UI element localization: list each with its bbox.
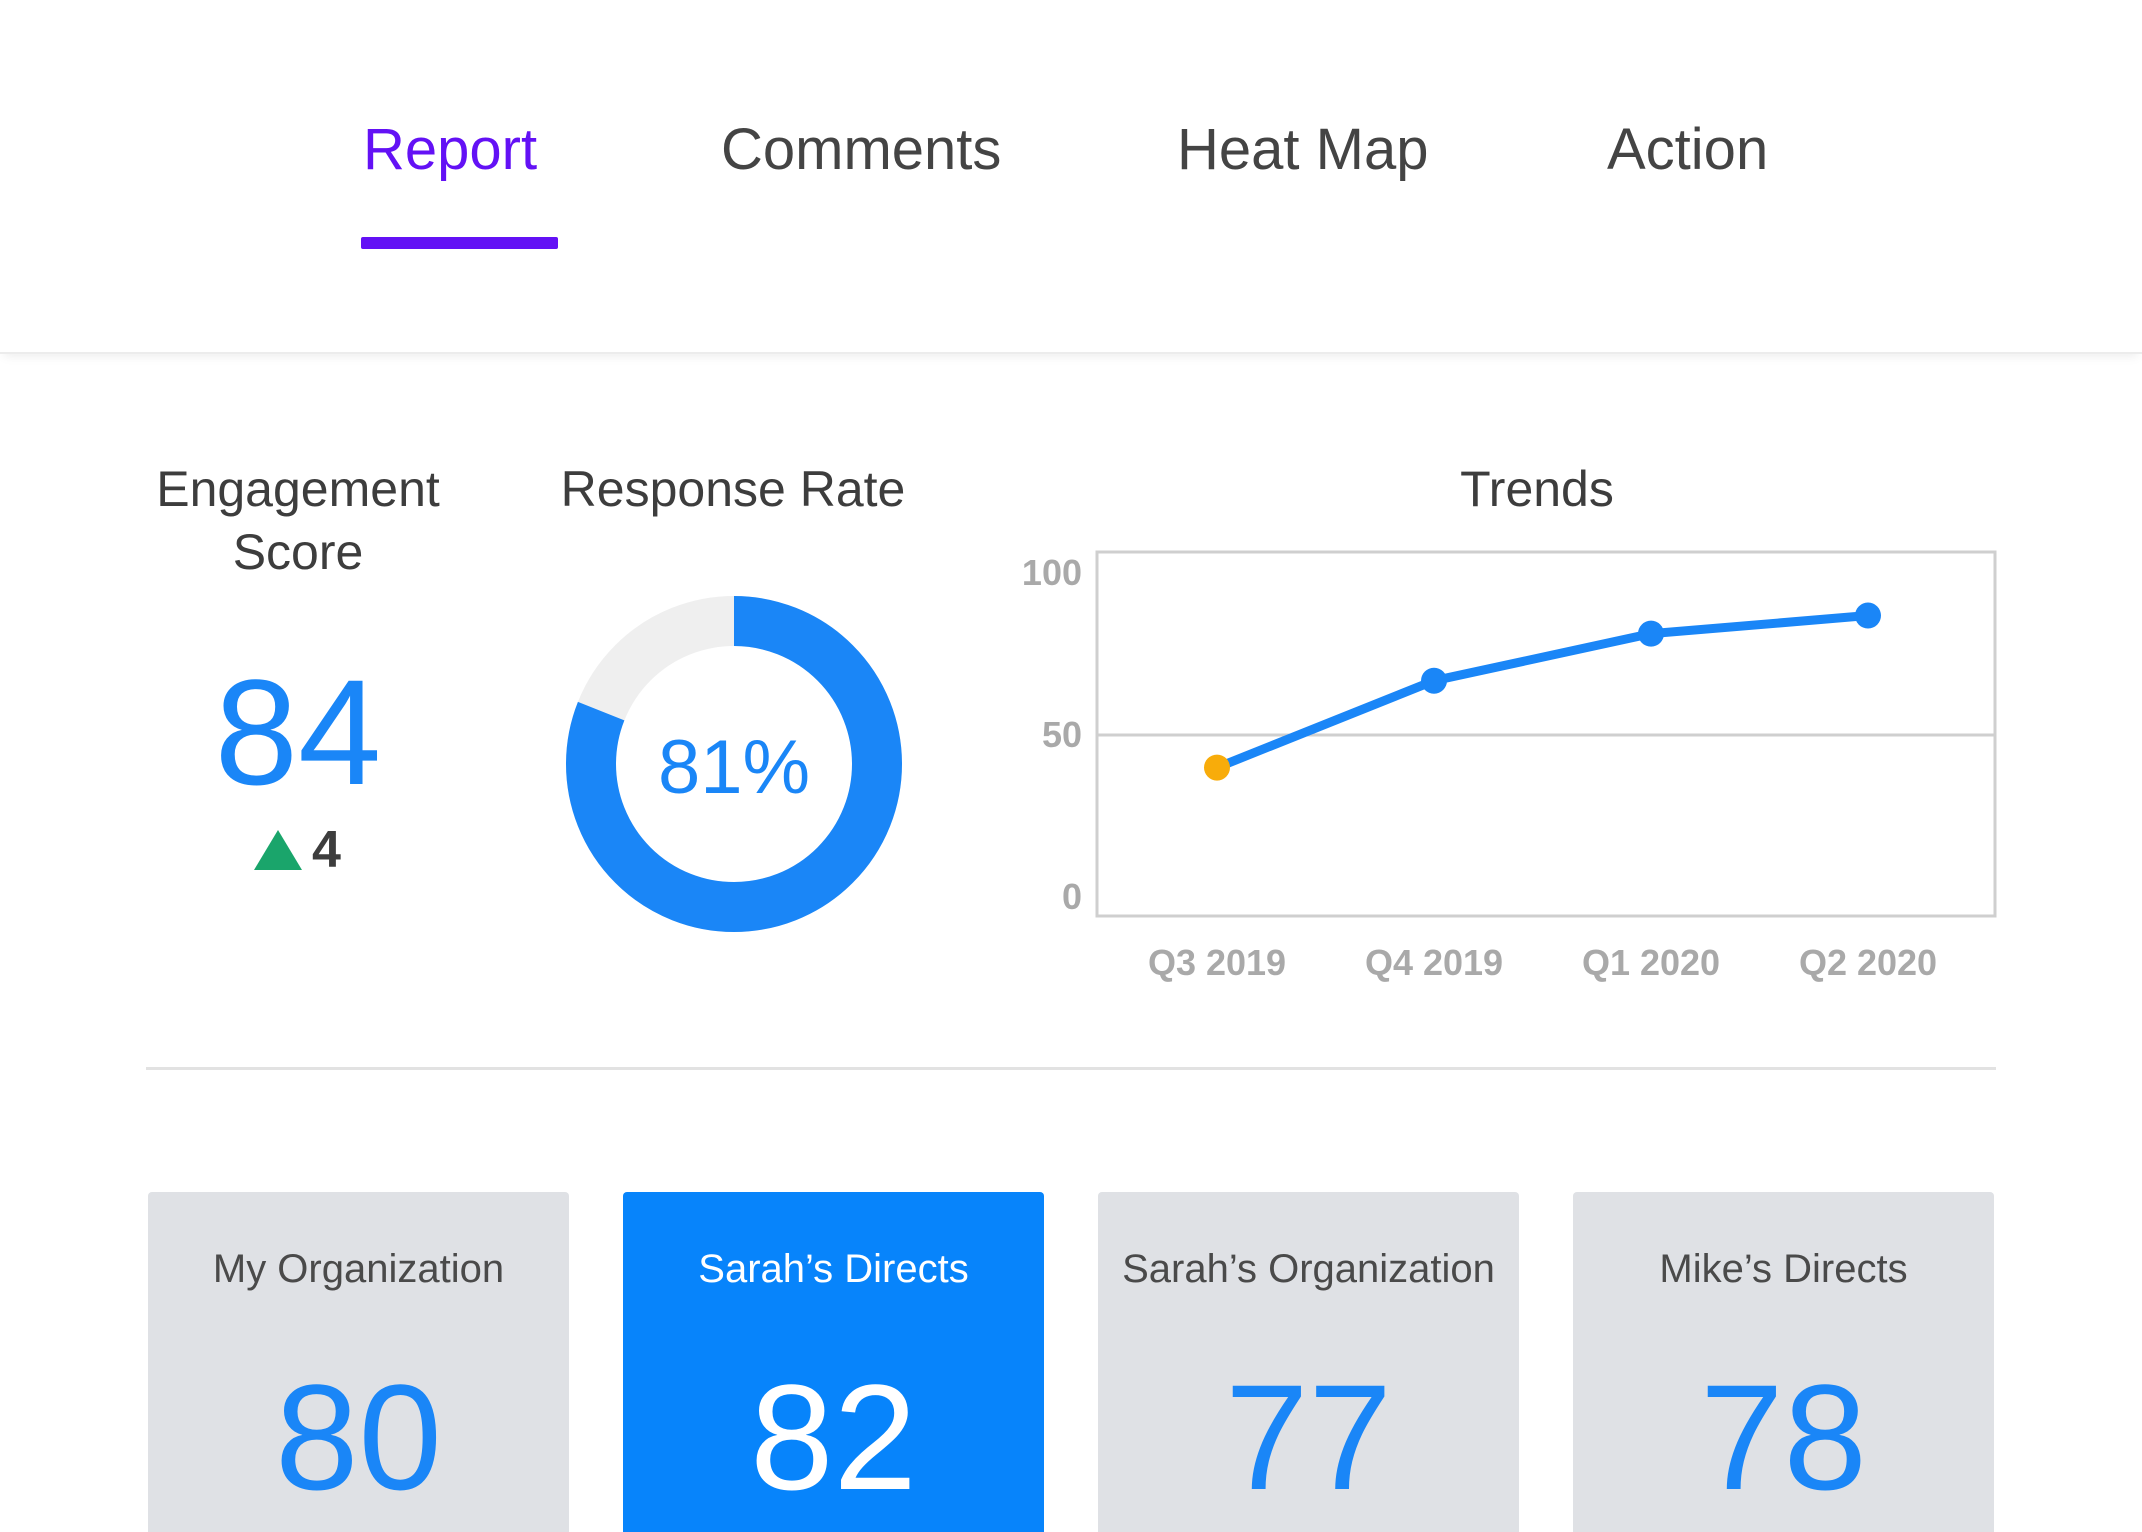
card-label: Sarah’s Organization xyxy=(1122,1247,1495,1291)
card-score: 77 xyxy=(1225,1353,1392,1521)
tab-action[interactable]: Action xyxy=(1607,117,1769,182)
y-tick-label: 0 xyxy=(1062,876,1082,917)
card-score: 78 xyxy=(1700,1353,1867,1521)
engagement-score-value: 84 xyxy=(214,648,382,816)
response-rate-donut: 81% xyxy=(564,594,904,934)
active-tab-indicator xyxy=(361,237,558,249)
up-triangle-icon xyxy=(254,830,302,870)
trend-data-point[interactable] xyxy=(1421,667,1447,694)
response-rate-title: Response Rate xyxy=(560,461,906,517)
card-score: 80 xyxy=(275,1353,442,1521)
card-label: My Organization xyxy=(212,1247,505,1291)
card-label: Sarah’s Directs xyxy=(698,1247,969,1291)
card-score: 82 xyxy=(750,1353,917,1521)
trends-chart: 0 50 100 Q3 2019 Q4 2019 Q1 2020 Q2 2020 xyxy=(1022,550,1997,983)
x-tick-label: Q1 2020 xyxy=(1582,942,1720,983)
x-tick-label: Q2 2020 xyxy=(1799,942,1937,983)
card-sarahs-directs[interactable]: Sarah’s Directs 82 xyxy=(623,1192,1044,1532)
trend-data-point[interactable] xyxy=(1204,754,1230,781)
engagement-delta: 4 xyxy=(254,820,341,880)
engagement-score-title: Engagement Score xyxy=(128,458,468,584)
y-tick-label: 50 xyxy=(1042,714,1082,755)
trend-series-line xyxy=(1212,611,1873,773)
tab-report[interactable]: Report xyxy=(363,117,538,182)
tab-bar: Report Comments Heat Map Action xyxy=(0,0,2142,354)
x-tick-label: Q3 2019 xyxy=(1148,942,1286,983)
x-tick-label: Q4 2019 xyxy=(1365,942,1503,983)
tab-heat-map[interactable]: Heat Map xyxy=(1177,117,1429,182)
card-sarahs-organization[interactable]: Sarah’s Organization 77 xyxy=(1098,1192,1519,1532)
engagement-title-line1: Engagement xyxy=(156,461,440,517)
donut-arc xyxy=(566,596,902,932)
tab-comments[interactable]: Comments xyxy=(721,117,1002,182)
engagement-title-line2: Score xyxy=(232,524,364,580)
card-label: Mike’s Directs xyxy=(1659,1247,1908,1291)
y-tick-label: 100 xyxy=(1022,552,1082,593)
trend-data-point[interactable] xyxy=(1638,620,1664,647)
card-mikes-directs[interactable]: Mike’s Directs 78 xyxy=(1573,1192,1994,1532)
engagement-delta-value: 4 xyxy=(312,821,341,879)
trends-title: Trends xyxy=(1460,461,1614,517)
response-rate-value: 81% xyxy=(657,724,811,810)
trend-data-point[interactable] xyxy=(1855,602,1881,629)
card-my-organization[interactable]: My Organization 80 xyxy=(148,1192,569,1532)
section-divider xyxy=(146,1067,1996,1070)
